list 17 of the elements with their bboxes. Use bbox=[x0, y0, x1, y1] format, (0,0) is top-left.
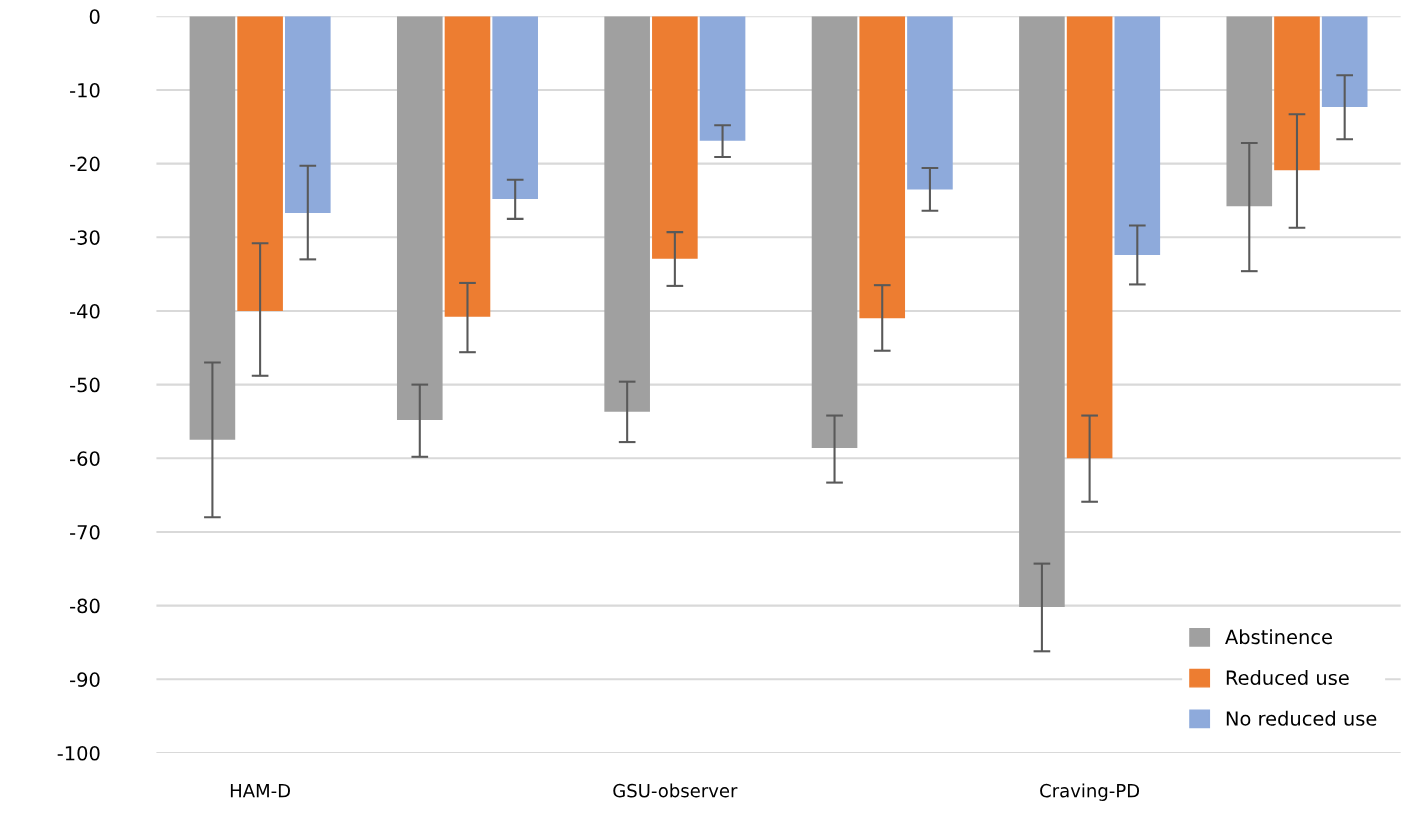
y-tick-label: -50 bbox=[70, 377, 100, 393]
y-tick-label: -30 bbox=[70, 230, 100, 245]
y-tick-label: -60 bbox=[70, 451, 100, 466]
y-tick-label: -100 bbox=[57, 745, 100, 761]
y-tick-label: -40 bbox=[70, 303, 100, 319]
legend-label: No reduced use bbox=[1226, 710, 1377, 726]
y-tick-label: -20 bbox=[70, 156, 100, 172]
legend-label: Abstinence bbox=[1225, 629, 1332, 645]
x-tick-label: HAM-D bbox=[230, 784, 290, 798]
legend-label: Reduced use bbox=[1226, 670, 1349, 686]
x-tick-label: Craving-PD bbox=[1040, 783, 1140, 801]
y-tick-label: -80 bbox=[70, 598, 100, 614]
y-tick-label: -90 bbox=[70, 672, 100, 687]
y-tick-label: -10 bbox=[70, 82, 100, 98]
y-tick-label: -70 bbox=[70, 524, 100, 540]
x-tick-label: GSU-observer bbox=[613, 783, 738, 798]
y-tick-label: 0 bbox=[89, 9, 100, 24]
